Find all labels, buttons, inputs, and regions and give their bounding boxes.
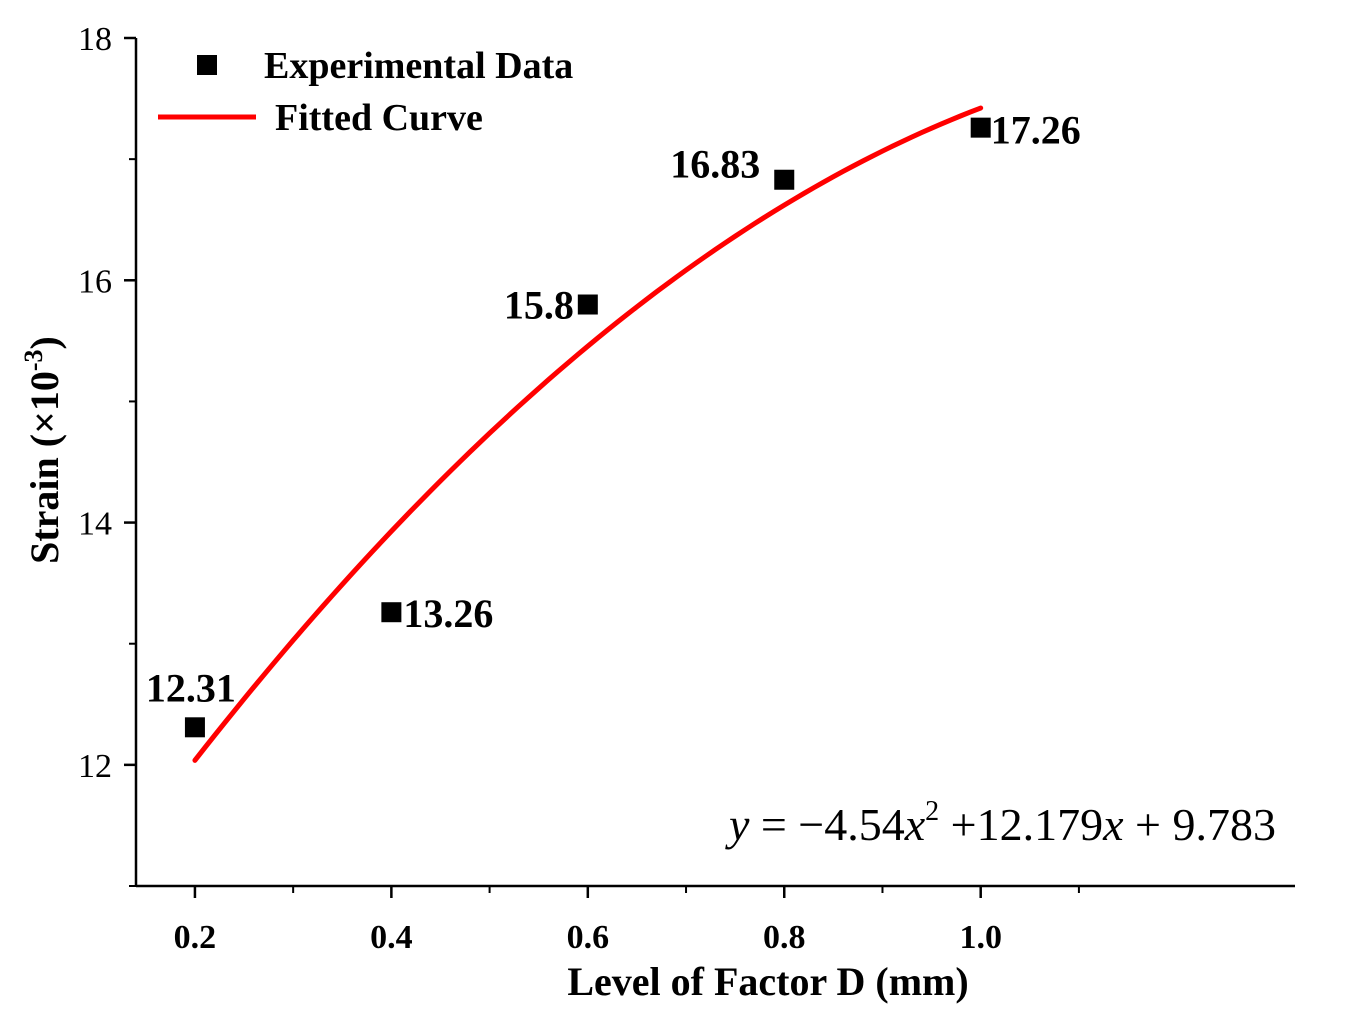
x-tick-label-3: 0.8 xyxy=(763,919,806,956)
x-ticks: 0.2 0.4 0.6 0.8 1.0 xyxy=(174,886,1080,956)
data-label-0: 12.31 xyxy=(146,665,236,710)
x-axis-title: Level of Factor D (mm) xyxy=(567,959,968,1004)
equation-x2: x xyxy=(1102,799,1124,850)
legend: Experimental Data Fitted Curve xyxy=(158,45,573,139)
equation-x1: x xyxy=(904,799,926,850)
y-axis-title-main: Strain (×10 xyxy=(22,371,67,564)
y-tick-label-3: 18 xyxy=(78,21,112,58)
series-layer: 12.31 13.26 15.8 16.83 17.26 xyxy=(146,105,1081,763)
data-point-0 xyxy=(184,717,205,738)
legend-label-experimental: Experimental Data xyxy=(264,45,573,87)
y-axis-title-exponent: -3 xyxy=(19,349,48,371)
data-label-1: 13.26 xyxy=(403,591,493,636)
equation-end: + 9.783 xyxy=(1124,799,1276,850)
x-tick-label-0: 0.2 xyxy=(174,919,217,956)
axes xyxy=(134,38,1295,888)
y-tick-label-0: 12 xyxy=(78,748,112,785)
legend-marker-square xyxy=(197,55,217,75)
y-axis-title-close: ) xyxy=(22,336,67,349)
data-point-2 xyxy=(577,294,598,315)
fitted-curve-line xyxy=(192,105,984,763)
x-tick-label-4: 1.0 xyxy=(959,919,1002,956)
x-tick-label-1: 0.4 xyxy=(370,919,413,956)
data-point-4 xyxy=(970,117,991,138)
data-label-4: 17.26 xyxy=(991,108,1081,153)
y-ticks: 12 14 16 18 xyxy=(78,21,136,887)
equation-eq: = −4.54 xyxy=(749,799,904,850)
y-axis-title: Strain (×10-3) xyxy=(19,336,67,564)
equation-y: y xyxy=(725,799,750,850)
equation-mid: +12.179 xyxy=(939,799,1103,850)
legend-label-fitted: Fitted Curve xyxy=(275,97,483,139)
data-label-3: 16.83 xyxy=(670,142,760,187)
data-point-1 xyxy=(381,602,402,623)
x-tick-label-2: 0.6 xyxy=(567,919,610,956)
y-tick-label-2: 16 xyxy=(78,263,112,300)
equation-exponent: 2 xyxy=(925,796,939,827)
y-tick-label-1: 14 xyxy=(78,506,112,543)
fit-equation: y = −4.54x2 +12.179x + 9.783 xyxy=(725,796,1276,850)
data-label-2: 15.8 xyxy=(504,283,574,328)
data-point-3 xyxy=(774,169,795,190)
